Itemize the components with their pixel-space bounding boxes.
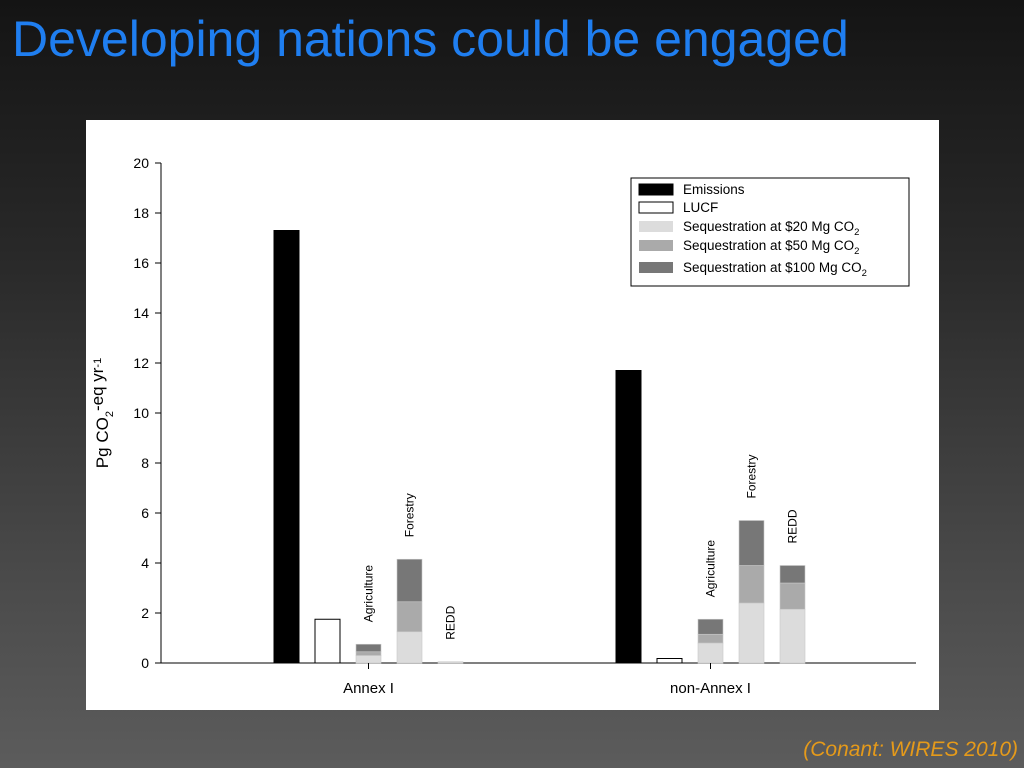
x-tick-label: non-Annex I bbox=[670, 680, 751, 697]
bar-agriculture-s20 bbox=[355, 655, 382, 664]
bar-chart: 0 2 4 6 8 10 12 14 16 18 20 Pg CO2-eq yr-1 Agricultu… bbox=[88, 155, 916, 697]
bar-forestry-s50 bbox=[738, 565, 765, 604]
legend-swatch-s100 bbox=[639, 262, 673, 273]
y-tick-label: 18 bbox=[133, 205, 149, 221]
bar-lucf bbox=[656, 658, 683, 664]
stack-label-forestry: Forestry bbox=[745, 454, 759, 498]
y-tick-label: 10 bbox=[133, 405, 149, 421]
legend-label-s50: Sequestration at $50 Mg CO2 bbox=[683, 238, 859, 257]
bar-agriculture-s50 bbox=[355, 651, 382, 656]
bar-forestry-s100 bbox=[738, 520, 765, 566]
bar-forestry-s20 bbox=[738, 602, 765, 664]
bar-agriculture-s100 bbox=[697, 618, 724, 635]
legend-label-s20: Sequestration at $20 Mg CO2 bbox=[683, 219, 859, 238]
bar-agriculture-s100 bbox=[355, 643, 382, 653]
bar-redd-s20 bbox=[779, 608, 806, 664]
citation: (Conant: WIRES 2010) bbox=[803, 738, 1018, 761]
bar-redd-s100 bbox=[779, 565, 806, 584]
stack-label-agriculture: Agriculture bbox=[362, 565, 376, 623]
legend-swatch-lucf bbox=[638, 201, 674, 214]
legend-swatch-s50 bbox=[639, 240, 673, 251]
stack-label-forestry: Forestry bbox=[403, 493, 417, 537]
bar-forestry-s20 bbox=[396, 631, 423, 664]
bar-forestry-s100 bbox=[396, 558, 423, 603]
y-tick-label: 12 bbox=[133, 355, 149, 371]
bar-agriculture-s20 bbox=[697, 642, 724, 664]
y-tick-label: 20 bbox=[133, 155, 149, 171]
stack-label-redd: REDD bbox=[444, 605, 458, 639]
legend-swatch-emissions bbox=[638, 183, 674, 196]
legend-label-s100: Sequestration at $100 Mg CO2 bbox=[683, 260, 867, 279]
y-tick-label: 16 bbox=[133, 255, 149, 271]
bar-forestry-s50 bbox=[396, 601, 423, 633]
stack-label-redd: REDD bbox=[786, 509, 800, 543]
stack-label-agriculture: Agriculture bbox=[704, 540, 718, 598]
y-tick-label: 0 bbox=[141, 655, 149, 671]
y-tick-label: 6 bbox=[141, 505, 149, 521]
chart-panel: 0 2 4 6 8 10 12 14 16 18 20 Pg CO2-eq yr-1 Agricultu… bbox=[86, 120, 939, 710]
y-axis-label: Pg CO2-eq yr-1 bbox=[88, 358, 116, 468]
y-tick-label: 4 bbox=[141, 555, 149, 571]
bar-redd-s50 bbox=[779, 582, 806, 610]
slide-title: Developing nations could be engaged bbox=[12, 11, 849, 67]
bar-agriculture-s50 bbox=[697, 633, 724, 644]
legend-box bbox=[630, 177, 910, 287]
legend-label-lucf: LUCF bbox=[683, 200, 718, 215]
bar-emissions bbox=[615, 370, 642, 664]
y-tick-label: 14 bbox=[133, 305, 149, 321]
y-tick-label: 2 bbox=[141, 605, 149, 621]
bar-emissions bbox=[273, 230, 300, 664]
y-tick-label: 8 bbox=[141, 455, 149, 471]
bar-redd-s20 bbox=[437, 661, 464, 664]
x-tick-label: Annex I bbox=[343, 680, 394, 697]
legend-swatch-s20 bbox=[639, 221, 673, 232]
bar-lucf bbox=[314, 618, 341, 664]
legend-label-emissions: Emissions bbox=[683, 182, 745, 197]
